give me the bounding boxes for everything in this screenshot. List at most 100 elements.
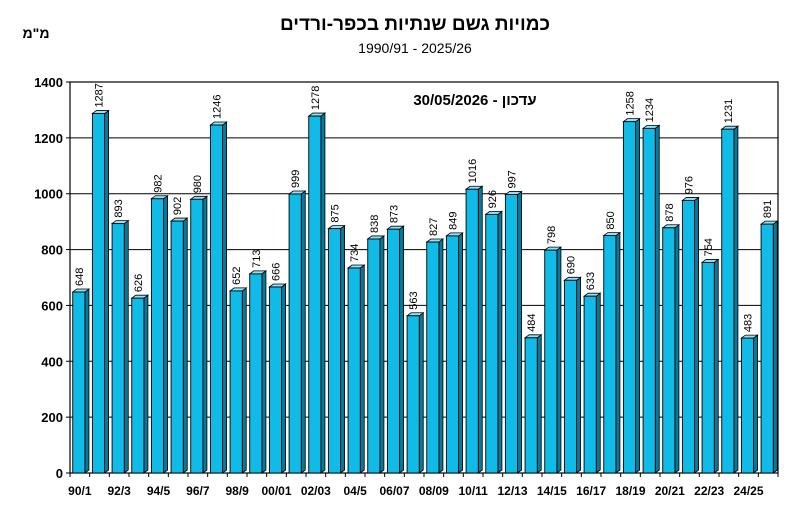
bar — [504, 194, 519, 474]
x-tick-label: 04/5 — [343, 484, 367, 498]
bar — [681, 199, 696, 474]
bar — [111, 223, 125, 474]
bar-side — [182, 217, 188, 474]
bar-value-label: 838 — [369, 215, 381, 233]
x-tick-label: 00/01 — [261, 484, 291, 498]
bar — [622, 121, 637, 474]
bar-value-label: 483 — [743, 314, 755, 332]
x-tick-label: 98/9 — [225, 484, 249, 498]
bar-value-label: 976 — [684, 176, 696, 194]
bar-value-label: 563 — [408, 291, 420, 309]
bar-value-label: 1287 — [94, 83, 106, 107]
bar-value-label: 690 — [566, 256, 578, 274]
x-tick-label: 96/7 — [186, 484, 210, 498]
bar-side — [674, 223, 680, 474]
bar — [268, 286, 283, 474]
bar-side — [84, 288, 90, 474]
bar — [662, 227, 676, 474]
bar — [642, 127, 656, 474]
bar-side — [772, 220, 778, 474]
y-tick-label: 800 — [41, 243, 63, 258]
bar-side — [694, 196, 699, 474]
bar-value-label: 902 — [172, 197, 184, 215]
bar-side — [458, 232, 463, 474]
bar-side — [497, 210, 503, 474]
bar-side — [713, 258, 719, 474]
plot-frame — [69, 81, 779, 474]
bar-side — [536, 334, 542, 474]
bar-side — [418, 311, 424, 474]
y-tick-label: 400 — [41, 354, 63, 369]
bar-value-label: 1278 — [310, 86, 322, 110]
bar-value-label: 926 — [487, 190, 499, 208]
x-tick-label: 16/17 — [576, 484, 606, 498]
bar — [308, 115, 322, 474]
bar-value-label: 1246 — [212, 95, 224, 119]
bar-value-label: 827 — [428, 218, 440, 236]
bar — [367, 238, 381, 474]
bar-value-label: 891 — [762, 200, 774, 218]
bar-side — [241, 287, 247, 474]
bar-side — [517, 190, 522, 474]
bar — [603, 235, 617, 474]
bar — [563, 279, 578, 474]
bar — [465, 188, 479, 474]
bar — [249, 273, 263, 474]
bar-value-label: 666 — [271, 263, 283, 281]
x-tick-label: 10/11 — [458, 484, 488, 498]
bar — [445, 235, 460, 474]
bar-side — [753, 334, 758, 474]
bar-side — [576, 276, 581, 474]
plot-area: 0 200 400 600 800 1000 1200 1400 648 1287 893 626 98… — [34, 75, 779, 498]
bar-side — [143, 294, 149, 474]
bar-value-label: 648 — [74, 268, 86, 286]
bar-value-label: 652 — [231, 267, 243, 285]
bar-value-label: 850 — [605, 211, 617, 229]
y-tick-label: 1000 — [34, 187, 63, 202]
bar — [406, 315, 420, 474]
x-tick-label: 90/1 — [68, 484, 92, 498]
bar-side — [477, 185, 483, 474]
bar-side — [595, 292, 601, 474]
bar — [91, 113, 106, 474]
bar-value-label: 734 — [349, 244, 361, 262]
bar-side — [359, 264, 365, 474]
bar-value-label: 798 — [546, 226, 558, 244]
x-tick-label: 24/25 — [733, 484, 763, 498]
bar — [721, 128, 735, 474]
bar-side — [281, 283, 286, 474]
bar-value-label: 1234 — [644, 98, 656, 122]
bar-side — [261, 270, 267, 474]
x-tick-label: 06/07 — [379, 484, 409, 498]
bar — [170, 220, 184, 474]
bar-value-label: 873 — [389, 205, 401, 223]
x-tick-label: 02/03 — [301, 484, 331, 498]
bar-value-label: 980 — [192, 175, 204, 193]
bar-value-label: 893 — [113, 199, 125, 217]
y-tick-label: 0 — [56, 466, 63, 481]
y-axis-unit: מ"מ — [23, 25, 50, 41]
bar-value-label: 484 — [526, 313, 538, 331]
y-tick-label: 1400 — [34, 75, 63, 90]
bar-value-label: 849 — [448, 212, 460, 230]
x-tick-label: 18/19 — [615, 484, 645, 498]
y-tick-label: 200 — [41, 410, 63, 425]
bar-side — [635, 117, 640, 474]
x-tick-label: 12/13 — [497, 484, 527, 498]
bar — [229, 290, 243, 474]
bar-side — [654, 124, 660, 474]
update-annotation: עדכון - 30/05/2026 — [413, 92, 536, 109]
bar — [701, 261, 715, 474]
bar — [426, 241, 440, 474]
bar-side — [733, 125, 739, 474]
bar — [209, 124, 224, 474]
bar — [583, 295, 597, 474]
bar — [288, 193, 302, 474]
bar — [190, 198, 204, 474]
bar — [386, 228, 401, 474]
bar-side — [556, 246, 562, 474]
bar — [544, 249, 558, 474]
bar-side — [222, 121, 227, 474]
x-tick-label: 22/23 — [694, 484, 724, 498]
